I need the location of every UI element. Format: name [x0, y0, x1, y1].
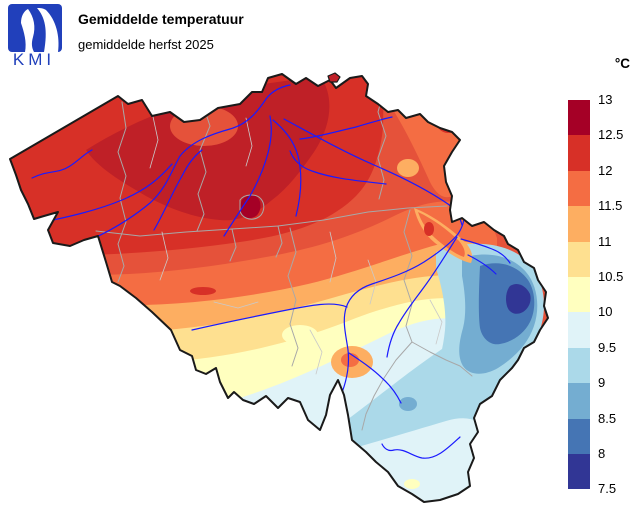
legend-tick-label: 11.5 [598, 198, 623, 214]
legend-tick-label: 9.5 [598, 339, 617, 355]
page-title: Gemiddelde temperatuur [78, 11, 244, 27]
legend-swatches [568, 100, 590, 490]
border-province-walbr-west [229, 228, 237, 262]
border-district-2 [245, 117, 253, 167]
fill-pocket-limburg-11 [397, 159, 419, 177]
legend-tick-label: 7.5 [598, 481, 617, 497]
border-province-namur-lux [361, 341, 413, 431]
page-subtitle: gemiddelde herfst 2025 [78, 37, 214, 52]
river-dijle [272, 119, 302, 217]
legend-swatch-9.5-9 [568, 347, 590, 384]
river-senne [223, 115, 272, 237]
river-dender [153, 149, 203, 231]
border-province-liege-lux [411, 341, 473, 377]
fill-spot-south-8.5 [399, 397, 417, 411]
legend-swatch-10.5-10 [568, 276, 590, 313]
fill-spot-liege-12 [424, 222, 434, 236]
kmi-logo-white-right-shape [37, 8, 59, 52]
river-ambleve [467, 254, 497, 275]
border-province-namur-liege [403, 209, 413, 343]
fill-spot-east-7.5 [506, 283, 531, 314]
country-outline [9, 73, 549, 503]
kmi-logo-text: KMI [12, 50, 56, 69]
legend-unit-label: °C [614, 56, 630, 71]
river-ijzer [31, 149, 93, 179]
fill-pocket-tip-10 [404, 479, 420, 489]
border-province-hainaut-namur [287, 227, 299, 367]
legend-tick-label: 11 [598, 233, 612, 249]
legend-swatch-13-12.5 [568, 100, 590, 136]
kmi-logo-mark [8, 4, 62, 52]
legend-swatch-11.5-11 [568, 206, 590, 242]
legend-tick-label: 8.5 [598, 410, 617, 426]
river-lesse [348, 352, 402, 404]
fill-lens-hainaut-12 [190, 287, 216, 295]
legend-tick-label: 8 [598, 446, 606, 461]
legend-tick-label: 13 [598, 92, 613, 107]
border-province-wfl-efl [117, 101, 127, 283]
river-demer [289, 150, 387, 185]
river-vesdre [460, 238, 511, 264]
legend-tick-label: 9 [598, 375, 606, 391]
border-district-4 [329, 231, 337, 283]
enclave-baarle-hertog [327, 72, 341, 83]
fill-band-12.25-12.5 [86, 76, 330, 221]
border-district-1 [149, 111, 159, 169]
border-district-6 [429, 299, 443, 345]
river-leie [43, 163, 173, 223]
fill-blob-dinant-11.5 [341, 353, 359, 367]
legend-swatch-8.5-8 [568, 418, 590, 454]
river-sambre [191, 303, 348, 331]
border-district-3 [159, 231, 169, 281]
legend-swatch-11-10.5 [568, 241, 590, 277]
border-district-7 [367, 259, 377, 305]
border-district-8 [309, 329, 323, 375]
legend-tick-label: 12.5 [598, 127, 624, 143]
kmi-logo-white-left-shape [21, 9, 35, 52]
legend-tick-label: 10 [598, 304, 613, 320]
fill-pocket-10-center [281, 324, 319, 346]
river-ourthe [386, 236, 458, 358]
border-province-walbr-east [275, 225, 283, 258]
legend-tick-label: 12 [598, 162, 613, 178]
map-line-layers [9, 72, 549, 503]
border-district-5 [213, 301, 259, 309]
legend-swatch-12-11.5 [568, 170, 590, 207]
kmi-logo [8, 4, 64, 57]
map-fill-layers [10, 74, 548, 502]
legend-tick-label: 10.5 [598, 269, 624, 284]
river-semois [381, 436, 461, 459]
legend-swatch-10-9.5 [568, 312, 590, 348]
legend-swatch-8-7.5 [568, 453, 590, 490]
legend-swatch-12.5-12 [568, 135, 590, 171]
legend-swatch-9-8.5 [568, 383, 590, 419]
river-schelde [89, 84, 291, 241]
fill-spot-brussels-12.75-13 [240, 195, 261, 219]
